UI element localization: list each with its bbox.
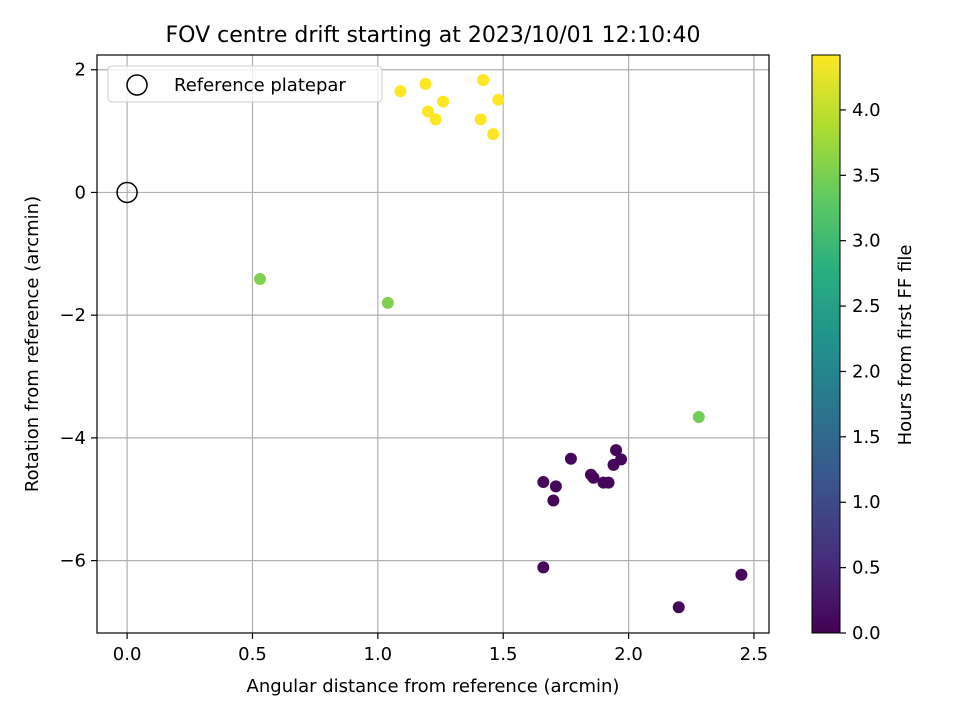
y-tick-label: −4 bbox=[59, 428, 86, 449]
data-point bbox=[429, 113, 442, 126]
x-tick-label: 1.5 bbox=[489, 644, 518, 665]
data-point bbox=[564, 452, 577, 465]
data-point bbox=[537, 561, 550, 574]
x-axis-ticks: 0.0 0.5 1.0 1.5 2.0 2.5 bbox=[113, 633, 769, 665]
data-point bbox=[487, 128, 500, 141]
data-point bbox=[253, 272, 266, 285]
data-point bbox=[421, 105, 434, 118]
x-tick-label: 0.5 bbox=[238, 644, 267, 665]
colorbar-ticks: 0.0 0.5 1.0 1.5 2.0 2.5 3.0 3.5 4.0 bbox=[840, 100, 881, 644]
data-point bbox=[437, 95, 450, 108]
data-point bbox=[381, 296, 394, 309]
legend-box bbox=[107, 65, 383, 103]
scatter-points bbox=[253, 74, 748, 614]
colorbar-tick-label: 2.0 bbox=[852, 361, 881, 382]
chart-title: FOV centre drift starting at 2023/10/01 … bbox=[166, 23, 701, 48]
data-point bbox=[477, 74, 490, 87]
legend-reference-marker bbox=[126, 74, 148, 96]
legend-reference-label: Reference platepar bbox=[174, 75, 346, 96]
x-gridlines bbox=[126, 55, 755, 633]
data-point bbox=[394, 85, 407, 98]
data-point bbox=[692, 411, 705, 424]
x-axis-label: Angular distance from reference (arcmin) bbox=[247, 676, 620, 697]
x-tick-label: 1.0 bbox=[364, 644, 393, 665]
data-point bbox=[547, 494, 560, 507]
colorbar-tick-label: 1.0 bbox=[852, 492, 881, 513]
colorbar-tick-label: 0.5 bbox=[852, 558, 881, 579]
colorbar bbox=[811, 54, 841, 634]
data-point bbox=[587, 471, 600, 484]
data-point bbox=[735, 568, 748, 581]
plot-area bbox=[97, 55, 769, 633]
plot-frame bbox=[96, 54, 770, 634]
y-tick-label: −2 bbox=[59, 305, 86, 326]
reference-platepar-point bbox=[116, 181, 138, 204]
colorbar-tick-label: 0.0 bbox=[852, 623, 881, 644]
data-point bbox=[602, 476, 615, 489]
colorbar-tick-label: 3.0 bbox=[852, 231, 881, 252]
legend: Reference platepar bbox=[107, 65, 383, 103]
colorbar-label: Hours from first FF file bbox=[895, 245, 916, 446]
colorbar-tick-label: 4.0 bbox=[852, 100, 881, 121]
data-point bbox=[492, 93, 505, 106]
y-tick-label: 2 bbox=[75, 60, 86, 81]
y-tick-label: 0 bbox=[75, 182, 86, 203]
data-point bbox=[672, 601, 685, 614]
colorbar-tick-label: 1.5 bbox=[852, 427, 881, 448]
data-point bbox=[607, 458, 620, 471]
x-tick-label: 2.0 bbox=[614, 644, 643, 665]
data-point bbox=[474, 113, 487, 126]
y-tick-label: −6 bbox=[59, 551, 86, 572]
data-point bbox=[419, 77, 432, 90]
x-tick-label: 2.5 bbox=[740, 644, 769, 665]
colorbar-tick-label: 3.5 bbox=[852, 165, 881, 186]
y-axis-label: Rotation from reference (arcmin) bbox=[22, 196, 43, 492]
colorbar-tick-label: 2.5 bbox=[852, 296, 881, 317]
y-axis-ticks: 2 0 −2 −4 −6 bbox=[59, 60, 97, 572]
data-point bbox=[549, 480, 562, 493]
data-point bbox=[610, 444, 623, 457]
x-tick-label: 0.0 bbox=[113, 644, 142, 665]
data-point bbox=[537, 476, 550, 489]
reference-marker bbox=[116, 181, 138, 204]
